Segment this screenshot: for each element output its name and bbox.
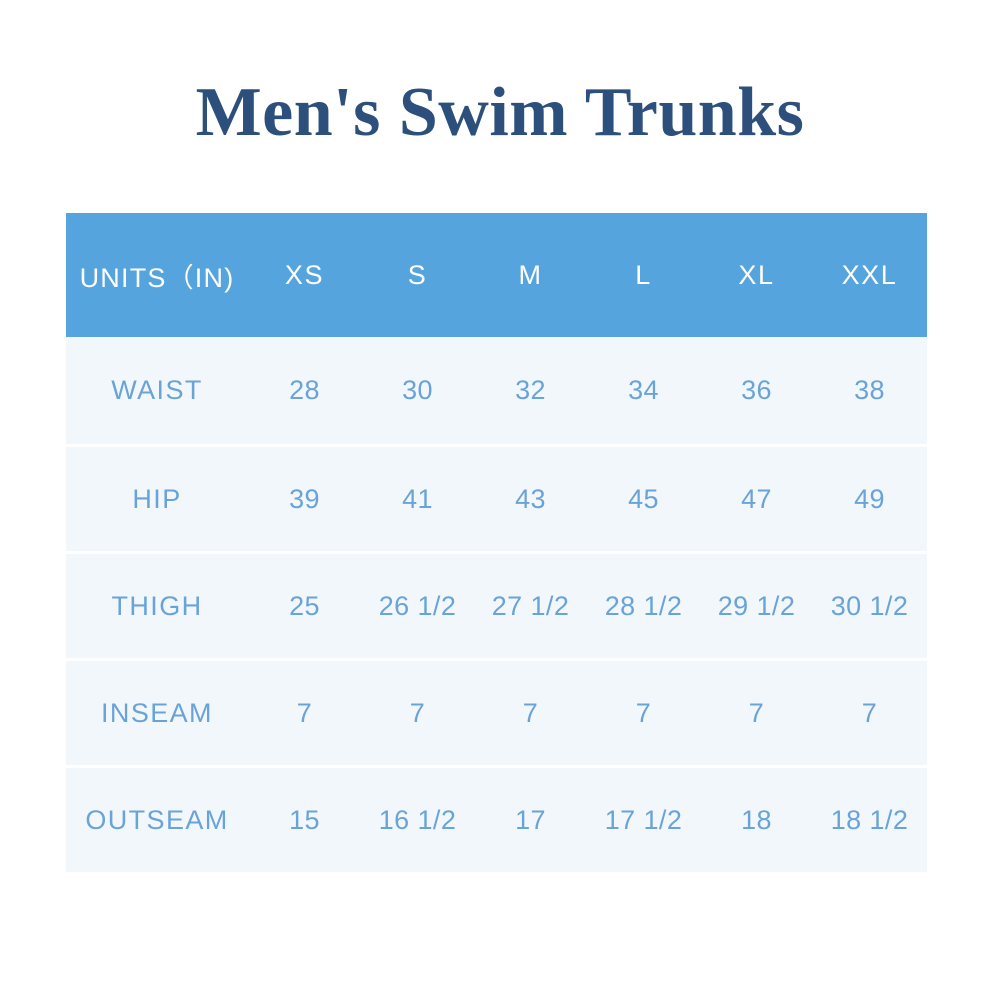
table-row: WAIST 28 30 32 34 36 38 <box>66 337 927 444</box>
cell-thigh-xxl: 30 1/2 <box>830 590 909 621</box>
cell-waist-xl: 36 <box>741 375 772 405</box>
cell-outseam-xl: 18 <box>741 804 772 835</box>
cell-thigh-m: 27 1/2 <box>491 590 570 621</box>
cell-hip-m: 43 <box>515 483 546 514</box>
table-header-row: UNITS（IN) XS S M L XL XXL <box>66 213 927 337</box>
table-row: THIGH 25 26 1/2 27 1/2 28 1/2 29 1/2 30 … <box>66 551 927 658</box>
cell-waist-s: 30 <box>402 375 433 405</box>
cell-inseam-xl: 7 <box>748 697 765 728</box>
cell-outseam-s: 16 1/2 <box>378 804 457 835</box>
cell-inseam-s: 7 <box>409 697 426 728</box>
cell-waist-xxl: 38 <box>854 375 885 405</box>
column-header-xs: XS <box>284 259 325 290</box>
cell-waist-m: 32 <box>515 375 546 405</box>
cell-thigh-l: 28 1/2 <box>604 590 683 621</box>
column-header-units: UNITS（IN) <box>79 262 235 293</box>
cell-hip-l: 45 <box>628 483 659 514</box>
cell-hip-xl: 47 <box>741 483 772 514</box>
cell-thigh-xs: 25 <box>289 590 320 621</box>
cell-inseam-xs: 7 <box>296 697 313 728</box>
column-header-l: L <box>635 259 652 290</box>
cell-thigh-s: 26 1/2 <box>378 590 457 621</box>
cell-outseam-xxl: 18 1/2 <box>830 804 909 835</box>
cell-inseam-xxl: 7 <box>861 697 878 728</box>
cell-waist-xs: 28 <box>289 375 320 405</box>
cell-hip-xs: 39 <box>289 483 320 514</box>
column-header-m: M <box>518 259 543 290</box>
cell-inseam-l: 7 <box>635 697 652 728</box>
page-title: Men's Swim Trunks <box>195 74 805 151</box>
cell-outseam-m: 17 <box>515 804 546 835</box>
cell-hip-s: 41 <box>402 483 433 514</box>
row-label: THIGH <box>111 590 203 621</box>
cell-thigh-xl: 29 1/2 <box>717 590 796 621</box>
row-label: HIP <box>132 483 182 514</box>
cell-outseam-l: 17 1/2 <box>604 804 683 835</box>
table-row: OUTSEAM 15 16 1/2 17 17 1/2 18 18 1/2 <box>66 765 927 872</box>
cell-outseam-xs: 15 <box>289 804 320 835</box>
cell-inseam-m: 7 <box>522 697 539 728</box>
cell-waist-l: 34 <box>628 375 659 405</box>
column-header-s: S <box>407 259 428 290</box>
column-header-xl: XL <box>738 259 775 290</box>
size-chart-table: UNITS（IN) XS S M L XL XXL WAIST 28 30 32… <box>66 213 927 872</box>
table-row: INSEAM 7 7 7 7 7 7 <box>66 658 927 765</box>
column-header-xxl: XXL <box>841 259 898 290</box>
row-label: WAIST <box>111 375 203 405</box>
row-label: OUTSEAM <box>85 804 229 835</box>
table-row: HIP 39 41 43 45 47 49 <box>66 444 927 551</box>
cell-hip-xxl: 49 <box>854 483 885 514</box>
row-label: INSEAM <box>101 697 213 728</box>
